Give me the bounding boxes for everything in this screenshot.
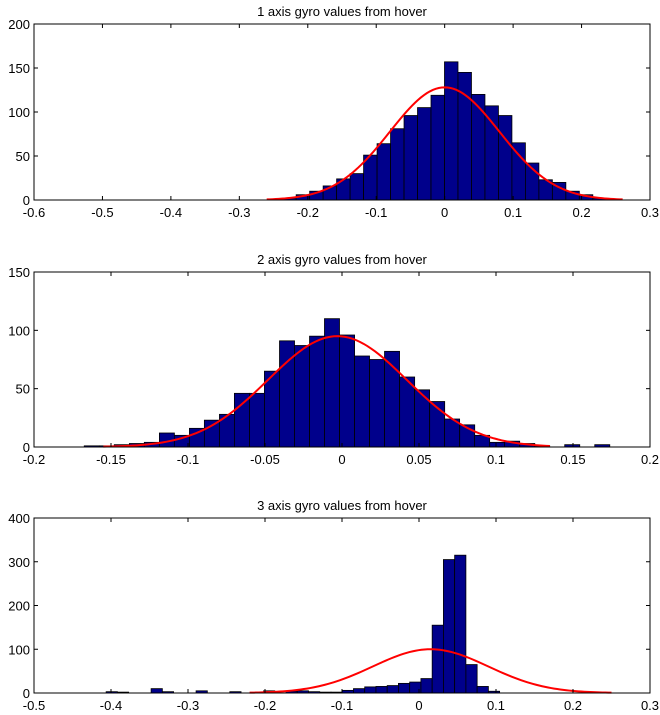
histogram-bar [376,143,391,201]
subplot-3: -0.5 -0.4 -0.3 -0.2 -0.1 0 0.1 0.2 0.3 0 100 200 300… [8,498,659,713]
histogram-bar [431,624,444,694]
histogram-bar [309,335,325,448]
x-tick-label: 0 [441,205,448,220]
y-tick-label: 200 [8,599,30,614]
y-tick-label: 100 [8,323,30,338]
histogram-bar [203,419,220,448]
x-tick-label: 0 [338,452,345,467]
histogram-bar [484,105,499,201]
y-tick-label: 0 [23,686,30,701]
y-tick-label: 50 [16,382,30,397]
histogram-bar [375,686,388,694]
histogram-bar [443,559,456,694]
x-tick-label: -0.4 [100,698,122,713]
x-tick-label: 0.15 [560,452,585,467]
y-tick-label: 0 [23,440,30,455]
x-tick-label: 0.1 [487,698,505,713]
histogram-bar [364,686,377,694]
subplot-title: 2 axis gyro values from hover [257,252,427,267]
subplot-2: -0.2 -0.15 -0.1 -0.05 0 0.05 0.1 0.15 0.2 0 50 100 1… [8,252,659,467]
normal-fit-curve [103,335,550,448]
x-tick-label: 0.2 [564,698,582,713]
histogram-bar [444,61,459,201]
y-tick-label: 200 [8,17,30,32]
histogram-bar [476,686,489,694]
y-tick-label: 0 [23,193,30,208]
y-tick-label: 100 [8,642,30,657]
histogram-bar [471,94,486,201]
x-tick-label: 0.1 [504,205,522,220]
x-tick-label: 0.05 [406,452,431,467]
plot-area [33,23,651,201]
y-tick-label: 100 [8,105,30,120]
x-tick-label: -0.5 [23,698,45,713]
histogram-bar [454,554,467,694]
histogram-bar [363,154,378,201]
normal-fit-curve [249,648,612,694]
x-tick-label: 0 [415,698,422,713]
subplot-title: 3 axis gyro values from hover [257,498,427,513]
histogram-bar [430,94,445,201]
histogram-bar [386,685,399,694]
histogram-bar [399,376,416,448]
x-tick-label: -0.6 [23,205,45,220]
histogram-bar [369,359,386,448]
histogram-bar [294,345,310,448]
x-tick-label: -0.3 [228,205,250,220]
x-tick-label: -0.4 [160,205,182,220]
histogram-bar [511,142,526,201]
histogram-bar [354,355,370,448]
x-tick-label: 0.3 [641,205,659,220]
x-tick-label: -0.5 [91,205,113,220]
histogram-bar [150,688,163,694]
histogram-bar [498,115,513,201]
x-tick-label: -0.1 [177,452,199,467]
x-tick-label: -0.3 [177,698,199,713]
histogram-bar [249,392,265,448]
histogram-bar [264,370,280,448]
histogram-bar [390,128,405,201]
histogram-bar [353,688,366,694]
y-tick-label: 400 [8,511,30,526]
histogram-bar [233,392,250,448]
x-tick-label: 0.2 [641,452,659,467]
x-tick-label: -0.15 [96,452,126,467]
y-tick-label: 150 [8,61,30,76]
x-tick-label: -0.05 [250,452,280,467]
x-tick-label: -0.1 [365,205,387,220]
y-tick-label: 50 [16,149,30,164]
x-tick-label: -0.2 [254,698,276,713]
histogram-bar [339,334,355,448]
x-tick-label: 0.2 [573,205,591,220]
y-tick-label: 300 [8,555,30,570]
histogram-bar [398,682,411,694]
x-tick-label: 0.3 [641,698,659,713]
x-tick-label: -0.2 [23,452,45,467]
histogram-bar [403,115,418,201]
histogram-bar [349,173,364,201]
x-tick-label: -0.1 [331,698,353,713]
histogram-bar [417,107,432,201]
subplot-title: 1 axis gyro values from hover [257,4,427,19]
histogram-bar [420,678,433,694]
y-tick-label: 150 [8,265,30,280]
plot-area [33,517,651,694]
x-tick-label: 0.1 [487,452,505,467]
normal-fit-curve [266,86,623,201]
histogram-bar [465,664,478,694]
subplot-1: -0.6 -0.5 -0.4 -0.3 -0.2 -0.1 0 0.1 0.2 0.3 0 50 100… [8,4,659,220]
histogram-bar [489,441,506,448]
x-tick-label: -0.2 [297,205,319,220]
